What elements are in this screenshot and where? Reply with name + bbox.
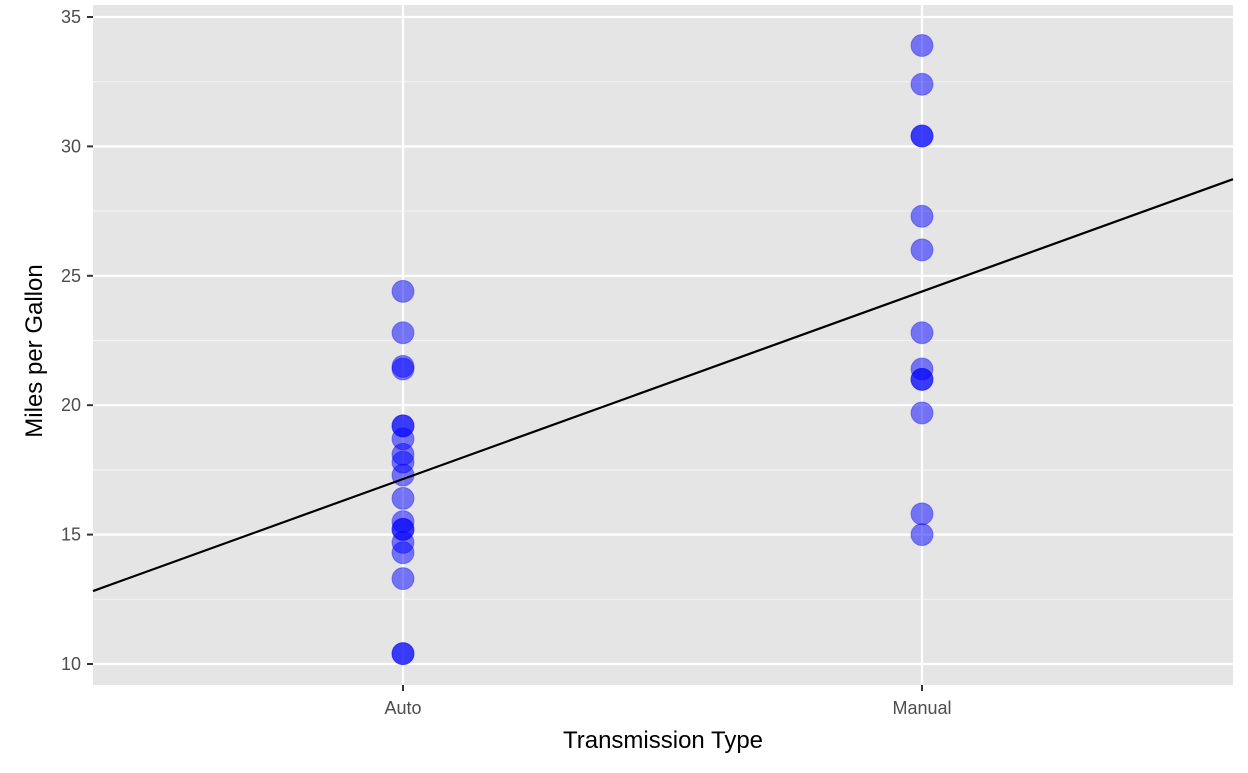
major-gridlines [93, 5, 1233, 685]
data-point [910, 523, 934, 547]
y-tick-label: 15 [61, 525, 81, 545]
data-point [391, 279, 415, 303]
data-point [391, 321, 415, 345]
data-point [910, 502, 934, 526]
data-point [391, 486, 415, 510]
data-point [910, 401, 934, 425]
regression-line [92, 178, 1234, 593]
y-tick-label: 35 [61, 7, 81, 27]
data-point [391, 642, 415, 666]
x-axis-title: Transmission Type [563, 727, 763, 754]
data-point [910, 72, 934, 96]
y-tick-label: 25 [61, 266, 81, 286]
data-point [910, 204, 934, 228]
data-points [391, 33, 934, 666]
y-tick-label: 20 [61, 395, 81, 415]
x-tick-label: Auto [384, 698, 421, 718]
x-tick-label: Manual [892, 698, 951, 718]
y-axis: 10 15 20 25 30 35 [61, 7, 93, 674]
data-point [391, 414, 415, 438]
y-tick-label: 30 [61, 136, 81, 156]
regression-line-group [92, 178, 1234, 593]
data-point [910, 33, 934, 57]
data-point [910, 357, 934, 381]
y-axis-title: Miles per Gallon [21, 264, 48, 437]
data-point [910, 124, 934, 148]
data-point [391, 567, 415, 591]
data-point [391, 354, 415, 378]
x-axis: Auto Manual [384, 685, 952, 718]
data-point [910, 238, 934, 262]
plot-panel [93, 5, 1233, 685]
y-tick-label: 10 [61, 654, 81, 674]
minor-gridlines [93, 81, 1233, 600]
data-point [391, 517, 415, 541]
data-point [910, 321, 934, 345]
